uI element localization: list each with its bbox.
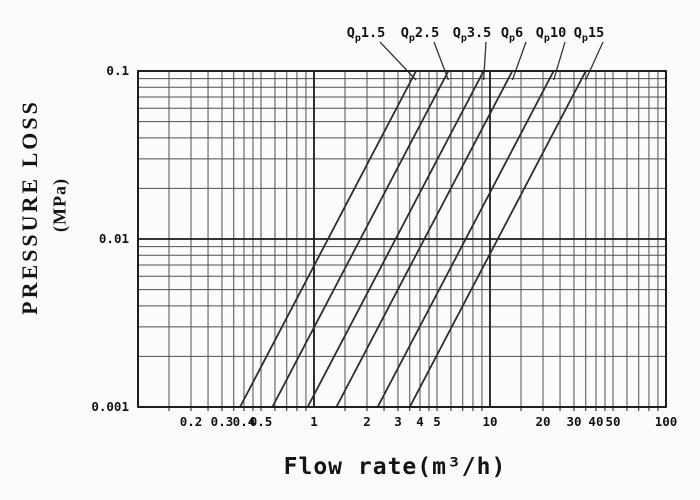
x-tick-label: 4 (416, 414, 424, 429)
callout-leader-Qp10 (553, 41, 566, 81)
series-label-Qp15: Qp15 (574, 25, 604, 44)
series-line-Qp1.5 (239, 70, 417, 408)
callout-leader-Qp15 (585, 41, 604, 81)
callout-leader-Qp2.5 (433, 41, 449, 81)
y-axis-title: PRESSURE LOSS (17, 99, 42, 315)
y-tick-label: 0.001 (91, 399, 129, 414)
y-tick-label: 0.01 (99, 231, 129, 246)
series-line-Qp15 (408, 70, 587, 408)
x-axis-title: Flow rate(m³/h) (283, 454, 507, 480)
tick-labels: 0.2 0.3 0.40.5 1 2 3 4 5 10 20 30 40 50 100 0.1 0.01 0.0… (91, 63, 677, 429)
callout-leader-Qp6 (511, 41, 527, 81)
callout-leader-Qp1.5 (379, 41, 417, 81)
y-tick-label: 0.1 (106, 63, 129, 78)
series-label-Qp3.5: Qp3.5 (453, 25, 492, 44)
y-axis-unit-label: (MPa) (49, 178, 70, 232)
x-tick-label: 40 (588, 414, 603, 429)
x-tick-label: 3 (394, 414, 402, 429)
series-line-Qp3.5 (306, 70, 485, 408)
x-tick-label: 0.5 (250, 414, 273, 429)
x-tick-label: 0.3 (211, 414, 234, 429)
plot-border (137, 70, 667, 408)
x-tick-label: 10 (482, 414, 497, 429)
x-tick-label: 2 (363, 414, 371, 429)
x-tick-label: 5 (433, 414, 441, 429)
series-line-Qp6 (335, 70, 514, 408)
x-tick-label: 100 (655, 414, 678, 429)
x-tick-label: 0.4 (233, 414, 256, 429)
series-line-Qp10 (376, 70, 555, 408)
series-callouts: Qp1.5 Qp2.5 Qp3.5 Qp6 Qp10 Qp15 (347, 25, 604, 81)
series-lines (239, 70, 587, 408)
callout-leader-Qp3.5 (482, 41, 487, 81)
x-tick-label: 1 (310, 414, 318, 429)
series-line-Qp2.5 (271, 70, 450, 408)
x-tick-label: 50 (605, 414, 620, 429)
x-tick-label: 20 (535, 414, 550, 429)
x-tick-label: 0.2 (180, 414, 203, 429)
x-tick-label: 30 (566, 414, 581, 429)
series-label-Qp10: Qp10 (536, 25, 566, 44)
series-label-Qp1.5: Qp1.5 (347, 25, 386, 44)
series-label-Qp2.5: Qp2.5 (401, 25, 440, 44)
series-label-Qp6: Qp6 (501, 25, 523, 44)
